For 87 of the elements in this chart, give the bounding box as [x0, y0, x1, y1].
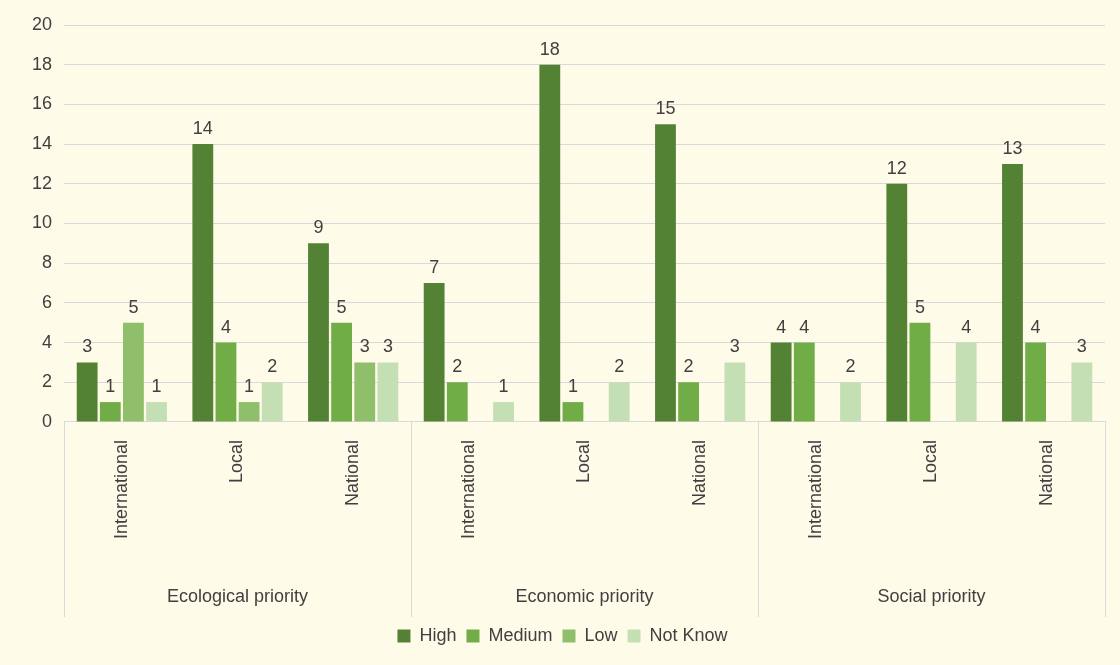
x-tick-label: International — [110, 439, 131, 540]
bar — [1002, 163, 1023, 422]
legend-label: Not Know — [649, 624, 729, 645]
data-label: 1 — [498, 376, 509, 397]
x-tick-label: International — [457, 439, 478, 540]
bar — [655, 124, 676, 422]
x-tick-label: Local — [920, 439, 941, 483]
text: Ecological priority — [166, 585, 309, 606]
bar — [770, 342, 792, 422]
data-label: 14 — [192, 118, 213, 139]
data-label: 3 — [729, 336, 740, 357]
bar — [539, 64, 561, 422]
bar — [446, 382, 468, 422]
bar — [146, 402, 167, 422]
bar — [354, 362, 376, 422]
data-label: 4 — [1030, 316, 1041, 337]
data-label: 1 — [151, 376, 162, 397]
y-tick-label: 2 — [42, 371, 53, 392]
x-tick-label: International — [804, 439, 825, 540]
data-label: 2 — [845, 356, 856, 377]
bar — [76, 362, 98, 422]
data-label: 3 — [1076, 336, 1087, 357]
y-tick-label: 4 — [42, 331, 53, 352]
bar — [1025, 342, 1047, 422]
x-tick-label: National — [342, 439, 363, 506]
bar — [377, 362, 399, 422]
data-label: 15 — [655, 98, 676, 119]
data-label: 3 — [359, 336, 370, 357]
y-tick-label: 18 — [31, 53, 53, 74]
data-label: 1 — [244, 376, 255, 397]
x-tick-label: National — [1036, 439, 1057, 506]
bar — [238, 402, 260, 422]
bar — [678, 382, 700, 422]
bar — [1071, 362, 1093, 422]
bar — [215, 342, 237, 422]
data-label: 18 — [539, 38, 560, 59]
data-label: 7 — [429, 256, 440, 277]
legend-label: Low — [584, 624, 619, 645]
y-tick-label: 10 — [31, 212, 53, 233]
text: Social priority — [877, 585, 986, 606]
bar — [493, 402, 514, 422]
bar — [793, 342, 815, 422]
bar — [123, 322, 144, 422]
y-tick-label: 6 — [42, 291, 53, 312]
x-tick-label: Local — [226, 439, 247, 483]
data-label: 12 — [886, 157, 907, 178]
y-tick-label: 0 — [42, 410, 53, 431]
data-label: 2 — [267, 356, 278, 377]
data-label: 9 — [313, 217, 324, 238]
bar — [261, 382, 283, 422]
y-tick-label: 20 — [31, 13, 53, 34]
data-label: 2 — [683, 356, 694, 377]
bar — [99, 402, 121, 422]
legend-label: High — [419, 624, 457, 645]
data-label: 4 — [220, 316, 231, 337]
text: Economic priority — [515, 585, 654, 606]
bar — [955, 342, 977, 422]
x-tick-label: Local — [573, 439, 594, 483]
x-tick-label: National — [689, 439, 710, 506]
data-label: 4 — [961, 316, 972, 337]
bar — [423, 283, 445, 422]
data-label: 13 — [1002, 137, 1023, 158]
legend-label: Medium — [488, 624, 553, 645]
bar — [608, 382, 630, 422]
bar — [724, 362, 746, 422]
y-tick-label: 14 — [31, 133, 53, 154]
data-label: 3 — [82, 336, 93, 357]
y-tick-label: 8 — [42, 252, 53, 273]
data-label: 1 — [105, 376, 116, 397]
data-label: 4 — [799, 316, 810, 337]
data-label: 4 — [776, 316, 787, 337]
bar — [840, 382, 861, 422]
bar — [308, 243, 329, 422]
y-tick-label: 12 — [31, 172, 53, 193]
bar — [192, 144, 214, 422]
data-label: 2 — [452, 356, 463, 377]
bar — [909, 322, 931, 422]
y-tick-label: 16 — [31, 93, 53, 114]
bar — [886, 183, 908, 422]
data-label: 1 — [567, 376, 578, 397]
data-label: 2 — [614, 356, 625, 377]
data-label: 5 — [336, 296, 347, 317]
bar — [562, 402, 584, 422]
bar — [331, 322, 353, 422]
data-label: 5 — [128, 296, 139, 317]
data-label: 5 — [914, 296, 925, 317]
data-label: 3 — [382, 336, 393, 357]
